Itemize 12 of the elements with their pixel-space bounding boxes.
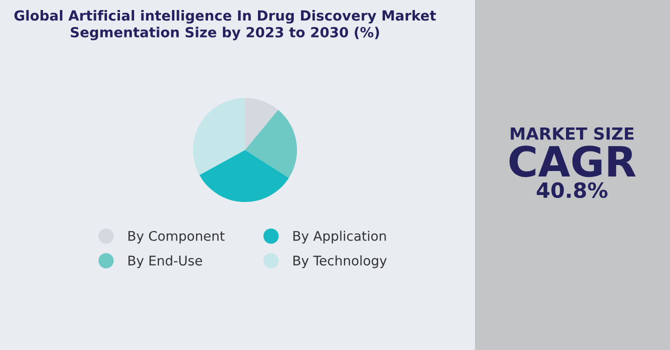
text: CAGR [510, 146, 636, 178]
pie-slice [199, 150, 289, 202]
legend-label: By End-Use [128, 255, 202, 268]
pie-slice [193, 98, 245, 176]
legend-label: By Component [128, 230, 225, 244]
legend-label: By Technology [293, 255, 387, 268]
legend-label: By Application [293, 230, 386, 244]
text: MARKET SIZE [510, 127, 634, 140]
pie-slice [245, 110, 297, 178]
pie-slice [245, 98, 278, 150]
chart-title: Global Artificial intelligence In Drug Discovery Market Segmentation Size by 2023 to 2030 (%) [14, 10, 436, 40]
text: 40.8% [536, 182, 608, 198]
